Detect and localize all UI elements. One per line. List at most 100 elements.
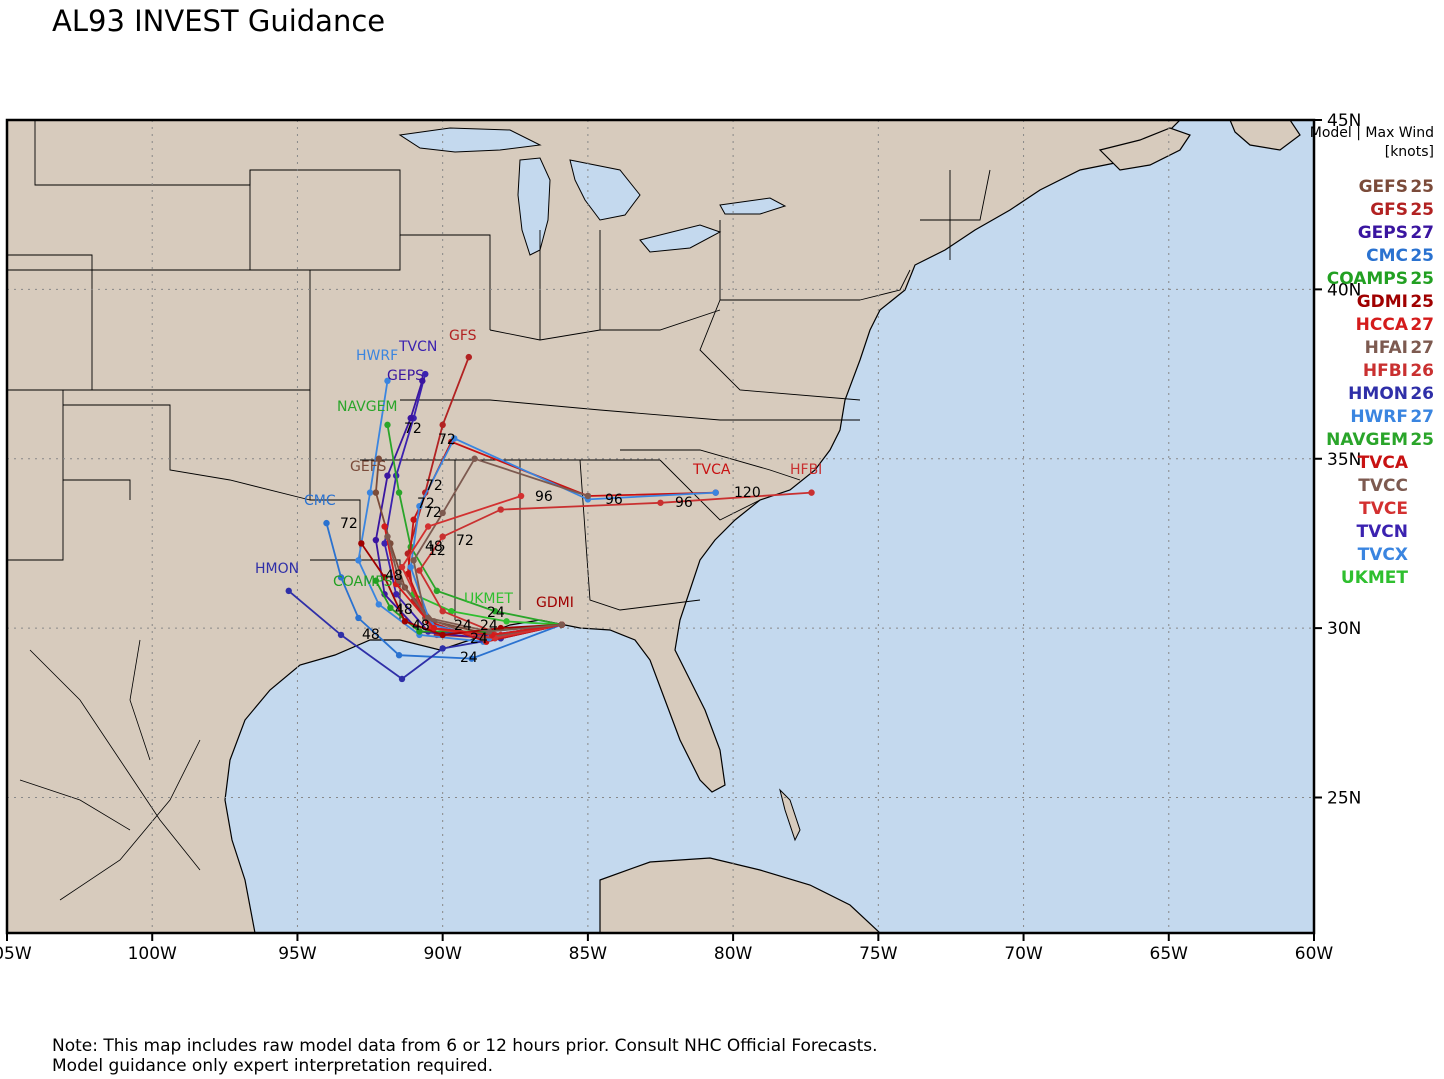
x-tick-label: 75W [859,944,898,964]
hour-label: 72 [425,478,443,494]
lake-ontario [719,197,787,215]
map-model-labels: GFS TVCN HWRF GEPS NAVGEM GEFS CMC HMON … [255,328,822,611]
lake-erie [639,224,722,253]
hour-label: 72 [424,505,442,521]
legend-model-name: TVCC [1358,476,1408,496]
legend-entry: GFS 25 [1284,199,1434,222]
hour-label: 48 [412,618,430,634]
track-point [422,370,429,378]
legend-model-name: HMON [1348,384,1408,404]
track-point [407,414,414,422]
legend-model-name: GFS [1370,200,1408,220]
hour-label: 72 [438,432,456,448]
legend-entry: HFAI 27 [1284,337,1434,360]
track-point [416,567,423,574]
land-cuba [599,857,881,933]
legend-model-name: CMC [1366,246,1408,266]
legend-entry: NAVGEM 25 [1284,429,1434,452]
legend-model-name: COAMPS [1326,269,1408,289]
legend-max-wind: 27 [1410,407,1434,427]
map-title: AL93 INVEST Guidance [52,4,386,38]
hour-label: 72 [456,533,474,549]
model-legend: Model | Max Wind [knots] GEFS 25 GFS 25 GE… [1284,124,1434,590]
legend-max-wind: 27 [1410,223,1434,243]
hour-label: 48 [385,568,403,584]
track-point [381,523,388,530]
track-point [468,655,475,662]
y-axis: 45N 40N 35N 30N 25N [1314,111,1361,809]
legend-entry: HWRF 27 [1284,406,1434,429]
land-north-america [7,120,1181,933]
legend-max-wind: 25 [1410,200,1434,220]
legend-entry: TVCX [1284,544,1434,567]
track-point [366,489,374,496]
legend-model-name: TVCX [1357,545,1408,565]
hour-label: 24 [454,618,472,634]
hour-label: 72 [417,496,435,512]
x-tick-label: 70W [1004,944,1043,964]
legend-entry: TVCN [1284,521,1434,544]
track-point [323,519,330,527]
model-tracks [285,353,815,683]
legend-model-name: HFBI [1362,361,1408,381]
legend-model-name: HFAI [1364,338,1408,358]
track-point [439,631,446,639]
track-point [372,489,380,496]
hour-label: 24 [480,618,498,634]
legend-model-name: GEFS [1358,177,1408,197]
hour-label: 96 [675,495,693,511]
legend-max-wind: 25 [1410,292,1434,312]
disclaimer-note: Note: This map includes raw model data f… [52,1036,878,1076]
track-point [375,455,382,462]
track-point [372,577,380,584]
track-cmc [325,522,563,660]
track-tvce [400,495,562,640]
label-geps: GEPS [387,368,424,384]
legend-units: [knots] [1384,144,1434,160]
track-point [451,435,458,442]
legend-max-wind: 26 [1410,384,1434,404]
track-point [419,377,426,385]
legend-model-name: GDMI [1356,292,1408,312]
track-point [517,492,525,500]
mexico-borders [19,639,201,901]
legend-model-name: TVCN [1356,522,1408,542]
y-tick-label: 25N [1327,789,1361,809]
legend-entry: HFBI 26 [1284,360,1434,383]
hour-label: 12 [428,543,446,559]
legend-entry: GEPS 27 [1284,222,1434,245]
track-point [410,557,417,564]
note-line-1: Note: This map includes raw model data f… [52,1036,878,1056]
hour-label: 48 [395,602,413,618]
track-point [491,607,499,615]
lat-lon-grid [7,120,1314,933]
track-point [424,523,432,530]
legend-model-name: TVCA [1357,453,1408,473]
legend-max-wind: 27 [1410,338,1434,358]
hour-label: 24 [470,631,488,647]
legend-max-wind: 27 [1410,315,1434,335]
track-point [416,628,423,635]
legend-entry: GDMI 25 [1284,291,1434,314]
track-point [439,607,446,615]
track-point [372,536,380,544]
track-point [465,353,473,361]
legend-model-name: HCCA [1355,315,1408,335]
track-point [424,614,432,622]
track-point [657,499,664,506]
track-ukmet [413,593,562,626]
legend-header: Model | Max Wind [1309,125,1434,141]
track-point [395,577,403,584]
track-point [355,557,362,564]
legend-entry: GEFS 25 [1284,176,1434,199]
track-point [439,509,446,517]
hour-label: 48 [425,539,443,555]
land-bahamas [779,788,801,842]
track-point [471,455,478,462]
track-point [485,628,493,635]
lake-huron [569,159,641,221]
legend-entry: TVCA [1284,452,1434,475]
note-line-2: Model guidance only expert interpretatio… [52,1056,493,1076]
hour-label: 48 [362,627,380,643]
forecast-hour-labels: 72 72 72 72 72 72 72 96 96 96 120 48 48 … [340,421,761,666]
